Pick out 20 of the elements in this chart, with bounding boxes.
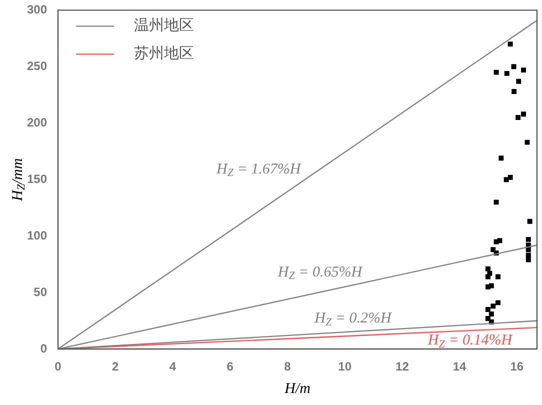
y-tick-label: 0 [40,341,48,356]
x-tick-label: 14 [452,360,467,374]
x-tick-label: 8 [284,360,292,374]
x-tick-label: 4 [169,360,176,374]
legend-label: 苏州地区 [134,44,194,62]
x-tick-label: 16 [510,360,524,374]
y-tick-label: 200 [26,115,48,130]
x-tick-label: 2 [112,360,120,374]
x-tick-label: 0 [54,360,62,374]
y-axis-title: HZ/mm [10,158,28,202]
x-tick-label: 6 [226,360,234,374]
y-tick-label: 150 [26,172,48,186]
y-tick-label: 100 [26,228,48,242]
x-tick-label: 12 [396,360,410,374]
y-tick-label: 250 [26,58,48,73]
x-tick-label: 10 [338,360,352,374]
legend-label: 温州地区 [134,16,194,34]
y-tick-label: 300 [26,2,48,17]
x-axis-title: H/m [284,380,311,397]
y-tick-label: 50 [34,284,48,299]
